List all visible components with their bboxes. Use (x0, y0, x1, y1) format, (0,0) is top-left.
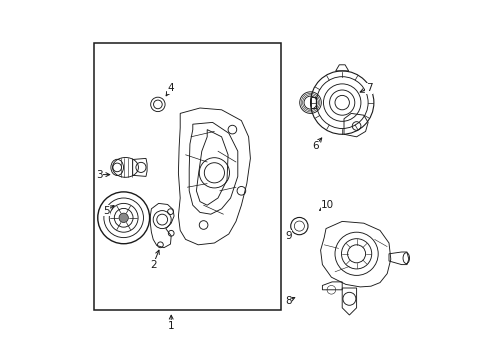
Text: 3: 3 (96, 170, 102, 180)
Text: 9: 9 (285, 231, 292, 241)
Text: 8: 8 (285, 296, 292, 306)
Bar (94, 43, 281, 310)
Text: 6: 6 (312, 141, 318, 151)
Text: 2: 2 (150, 260, 156, 270)
Circle shape (119, 213, 128, 222)
Text: 10: 10 (321, 200, 334, 210)
Text: 4: 4 (168, 83, 174, 93)
Text: 1: 1 (168, 321, 174, 331)
Text: 7: 7 (366, 83, 372, 93)
Text: 5: 5 (103, 206, 110, 216)
